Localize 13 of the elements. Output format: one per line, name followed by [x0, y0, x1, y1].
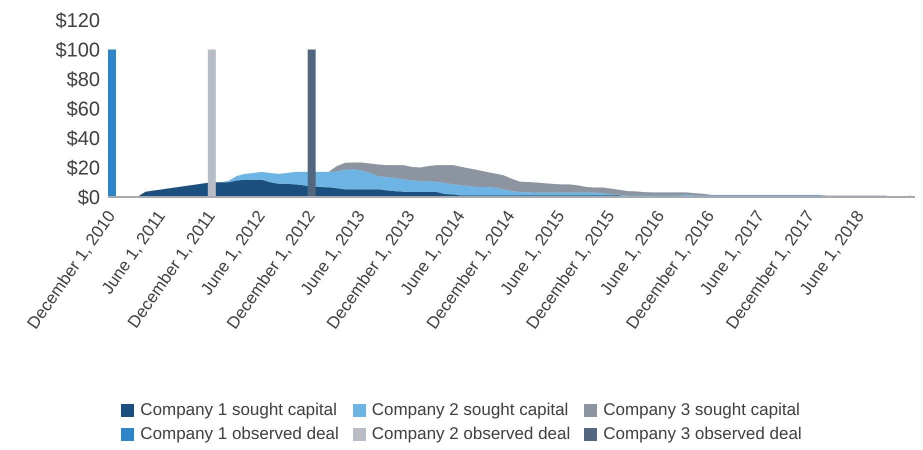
legend-label: Company 2 observed deal	[372, 424, 570, 444]
y-tick-label: $100	[56, 40, 100, 62]
legend-label: Company 1 sought capital	[140, 400, 337, 420]
y-tick-label: $80	[66, 69, 100, 92]
legend-label: Company 3 observed deal	[603, 424, 802, 444]
y-tick-label: $60	[66, 98, 100, 121]
y-tick-label: $120	[56, 10, 100, 32]
legend-label: Company 2 sought capital	[372, 400, 568, 420]
y-tick-label: $0	[78, 187, 100, 210]
y-tick-label: $20	[66, 158, 100, 180]
y-tick-label: $40	[66, 128, 100, 150]
legend-label: Company 3 sought capital	[603, 400, 800, 420]
legend-label: Company 1 observed deal	[140, 424, 339, 444]
